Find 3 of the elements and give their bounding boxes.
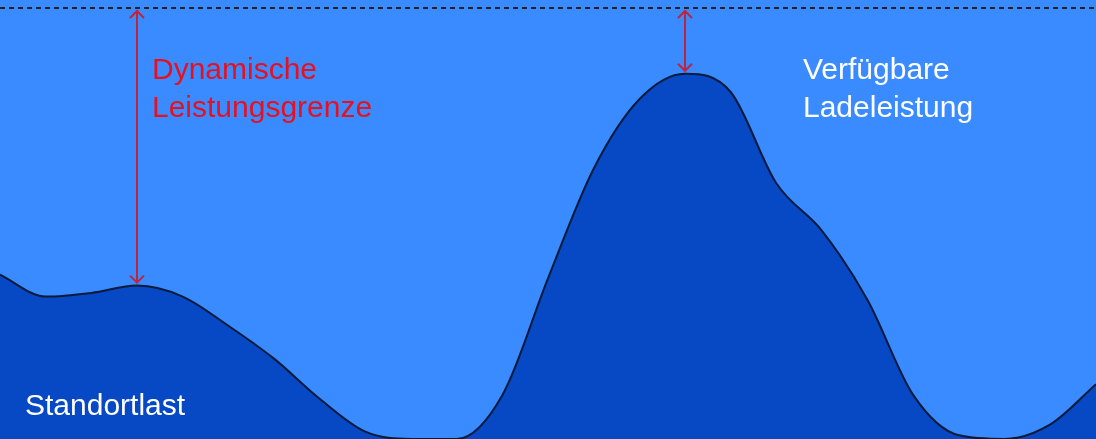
series-label: Standortlast — [25, 388, 186, 422]
annotation: Verfügbare Ladeleistung — [803, 51, 975, 125]
annotation: Dynamische Leistungsgrenze — [152, 51, 374, 125]
